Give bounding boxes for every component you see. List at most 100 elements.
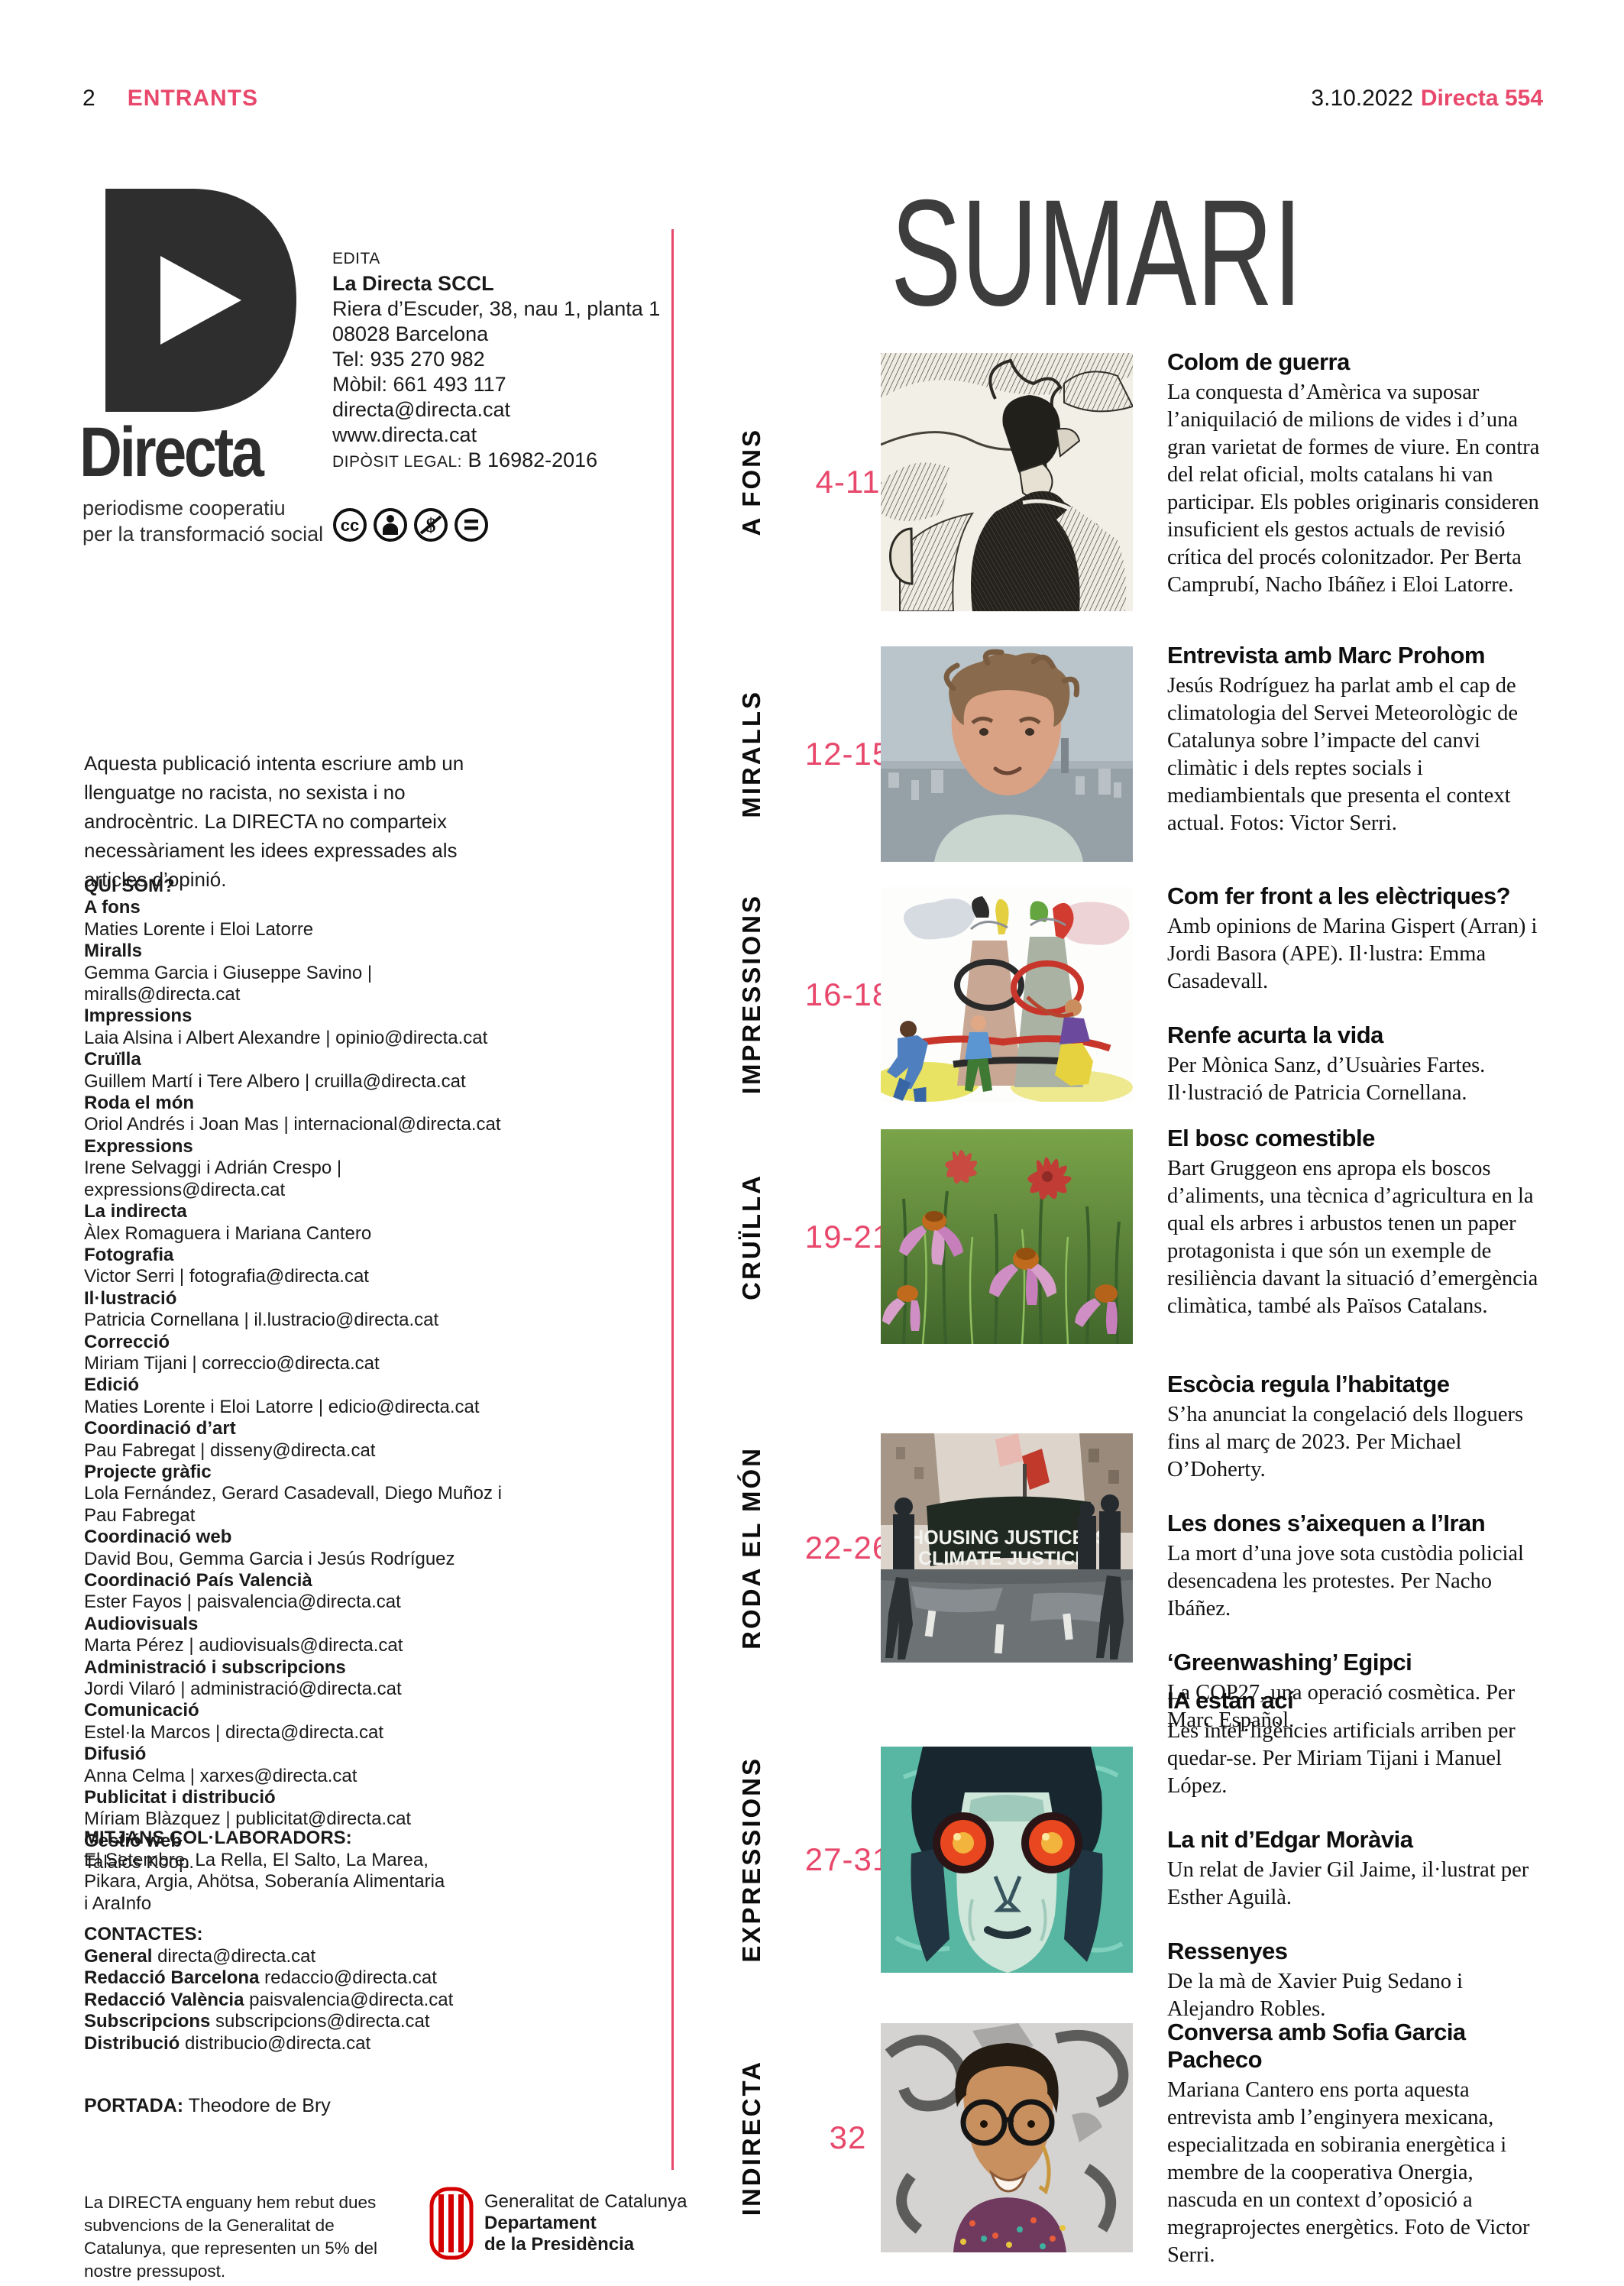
contact-entries: General directa@directa.cat Redacció Bar… [84,1946,481,2055]
section-label-cruilla: CRUÏLLA [737,1173,765,1300]
article-body: Mariana Cantero ens porta aquesta entrev… [1167,2078,1530,2267]
article: La nit d’Edgar Moràvia Un relat de Javie… [1167,1826,1545,1912]
section-pages-roda-el-mon: 22-26 [804,1530,891,1566]
staff-entries: A fons Maties Lorente i Eloi Latorre Mir… [84,897,512,1873]
collaborators-heading: MITJANS COL·LABORADORS: [84,1828,352,1848]
staff-names: Miriam Tijani | correccio@directa.cat [84,1352,380,1374]
staff-role: Coordinació País Valencià [84,1570,312,1591]
staff-names: Gemma Garcia i Giuseppe Savino | miralls… [84,962,373,1005]
staff-names: Marta Pérez | audiovisuals@directa.cat [84,1635,403,1656]
section-impressions: IMPRESSIONS 16-18 [726,882,1543,1105]
section-pages-cruilla: 19-21 [804,1218,891,1255]
article: Com fer front a les elèctriques? Amb opi… [1167,882,1545,996]
staff-names: Oriol Andrés i Joan Mas | internacional@… [84,1114,501,1135]
article: Conversa amb Sofia Garcia Pacheco Marian… [1167,2019,1545,2269]
article-title: El bosc comestible [1167,1125,1375,1151]
summary-title: SUMARI [891,168,1303,337]
section-expressions: EXPRESSIONS 27-31 [726,1687,1545,2021]
section-articles: El bosc comestible Bart Gruggeon ens apr… [1167,1125,1545,1320]
article-body: La COP27, una operació cosmètica. Per Ma… [1167,1681,1516,1732]
publisher-email[interactable]: directa@directa.cat [332,398,511,421]
section-pages-impressions: 16-18 [804,976,891,1012]
staff-role: Correcció [84,1331,170,1352]
banner-text-line1: HOUSING JUSTICE IS [910,1527,1108,1549]
staff-names: Míriam Blàzquez | publicitat@directa.cat [84,1808,412,1830]
staff-role: Roda el món [84,1093,195,1114]
staff-names: Maties Lorente i Eloi Latorre [84,918,314,940]
directa-tagline: periodisme cooperatiu per la transformac… [82,497,324,546]
red-beebalm [945,1150,1072,1200]
collaborators-block: MITJANS COL·LABORADORS: El Setembre, La … [84,1828,451,1915]
edita-label: EDITA [332,250,380,267]
portrait-pacheco-image [881,2023,1133,2252]
robot-image [881,1747,1133,1973]
article-body: La mort d’una jove sota custòdia policia… [1167,1542,1524,1621]
protest-image: HOUSING JUSTICE IS CLIMATE JUSTICE [881,1433,1133,1663]
editorial-notice: Aquesta publicació intenta escriure amb … [84,752,464,891]
article-body: Les intel·ligències artificials arriben … [1167,1719,1516,1798]
staff-names: Guillem Martí i Tere Albero | cruilla@di… [84,1070,466,1092]
section-articles: Com fer front a les elèctriques? Amb opi… [1167,882,1545,1107]
staff-role: Gestió web [84,1830,183,1851]
article-title: IA estan ací [1167,1687,1294,1714]
section-pages-a-fons: 4-11 [815,464,881,500]
publisher-web[interactable]: www.directa.cat [332,423,477,446]
engraving-image [881,353,1133,611]
section-label-miralls: MIRALLS [737,690,765,818]
section-articles: Escòcia regula l’habitatge S’ha anunciat… [1167,1371,1545,1734]
section-label-roda-el-mon: RODA EL MÓN [737,1446,765,1650]
staff-names: Patricia Cornellana | il.lustracio@direc… [84,1310,439,1331]
staff-list: QUI SOM? A fons Maties Lorente i Eloi La… [84,876,512,1874]
article: El bosc comestible Bart Gruggeon ens apr… [1167,1125,1545,1320]
article-title: Ressenyes [1167,1938,1288,1964]
issue-date: 3.10.2022 [1311,86,1413,111]
article-body: De la mà de Xavier Puig Sedano i Alejand… [1167,1970,1464,2021]
staff-role: Expressions [84,1135,193,1157]
page-number: 2 [82,86,95,111]
staff-names: Ester Fayos | paisvalencia@directa.cat [84,1591,401,1613]
generalitat-text: Generalitat de Catalunya Departament de … [484,2191,687,2255]
svg-text:cc: cc [341,516,359,535]
section-miralls: MIRALLS 12-15 . [726,642,1543,862]
staff-role: Difusió [84,1744,147,1765]
section-pages-miralls: 12-15 [804,736,891,772]
staff-role: Coordinació web [84,1527,232,1548]
article-body: Per Mònica Sanz, d’Usuàries Fartes. Il·l… [1167,1054,1486,1105]
article-body: Jesús Rodríguez ha parlat amb el cap de … [1167,674,1519,835]
staff-names: Àlex Romaguera i Mariana Cantero [84,1222,372,1244]
meadow-image [881,1129,1133,1344]
staff-role: Comunicació [84,1700,199,1721]
generalitat-block: Generalitat de Catalunya Departament de … [429,2187,687,2260]
thumb-portrait-pacheco [881,2023,1133,2252]
section-label-expressions: EXPRESSIONS [737,1757,765,1963]
staff-heading: QUI SOM? [84,876,175,896]
staff-role: Projecte gràfic [84,1461,212,1482]
section-indirecta: INDIRECTA 32 [726,2019,1543,2267]
article-body: La conquesta d’Amèrica va suposar l’aniq… [1167,380,1540,597]
staff-role: La indirecta [84,1201,187,1222]
article: ‘Greenwashing’ Egipci La COP27, una oper… [1167,1649,1545,1734]
article-title: La nit d’Edgar Moràvia [1167,1826,1413,1853]
generalitat-shield-icon [429,2187,474,2260]
section-articles: Conversa amb Sofia Garcia Pacheco Marian… [1167,2019,1545,2269]
publisher-name: La Directa SCCL [332,272,494,295]
issue-number: Directa 554 [1420,86,1543,111]
staff-role: Administració i subscripcions [84,1656,346,1678]
thumb-illustration-towers [881,887,1133,1102]
thumb-engraving [881,353,1133,611]
staff-role: Fotografia [84,1244,174,1265]
staff-names: Estel·la Marcos | directa@directa.cat [84,1721,384,1743]
thumb-protest-photo: HOUSING JUSTICE IS CLIMATE JUSTICE [881,1433,1133,1663]
section-label-a-fons: A FONS [737,428,765,536]
article-title: Les dones s’aixequen a l’Iran [1167,1510,1486,1536]
article-body: Un relat de Javier Gil Jaime, il·lustrat… [1167,1858,1529,1909]
publisher-address: Riera d’Escuder, 38, nau 1, planta 1 [332,297,661,320]
column-divider [671,229,674,2170]
license-icons: cc $ [332,507,489,542]
section-pages-indirecta: 32 [829,2119,867,2155]
staff-role: Impressions [84,1005,192,1027]
staff-names: Maties Lorente i Eloi Latorre | edicio@d… [84,1396,480,1417]
contact-row: Redacció València paisvalencia@directa.c… [84,1989,454,2010]
article-title: Renfe acurta la vida [1167,1022,1383,1048]
